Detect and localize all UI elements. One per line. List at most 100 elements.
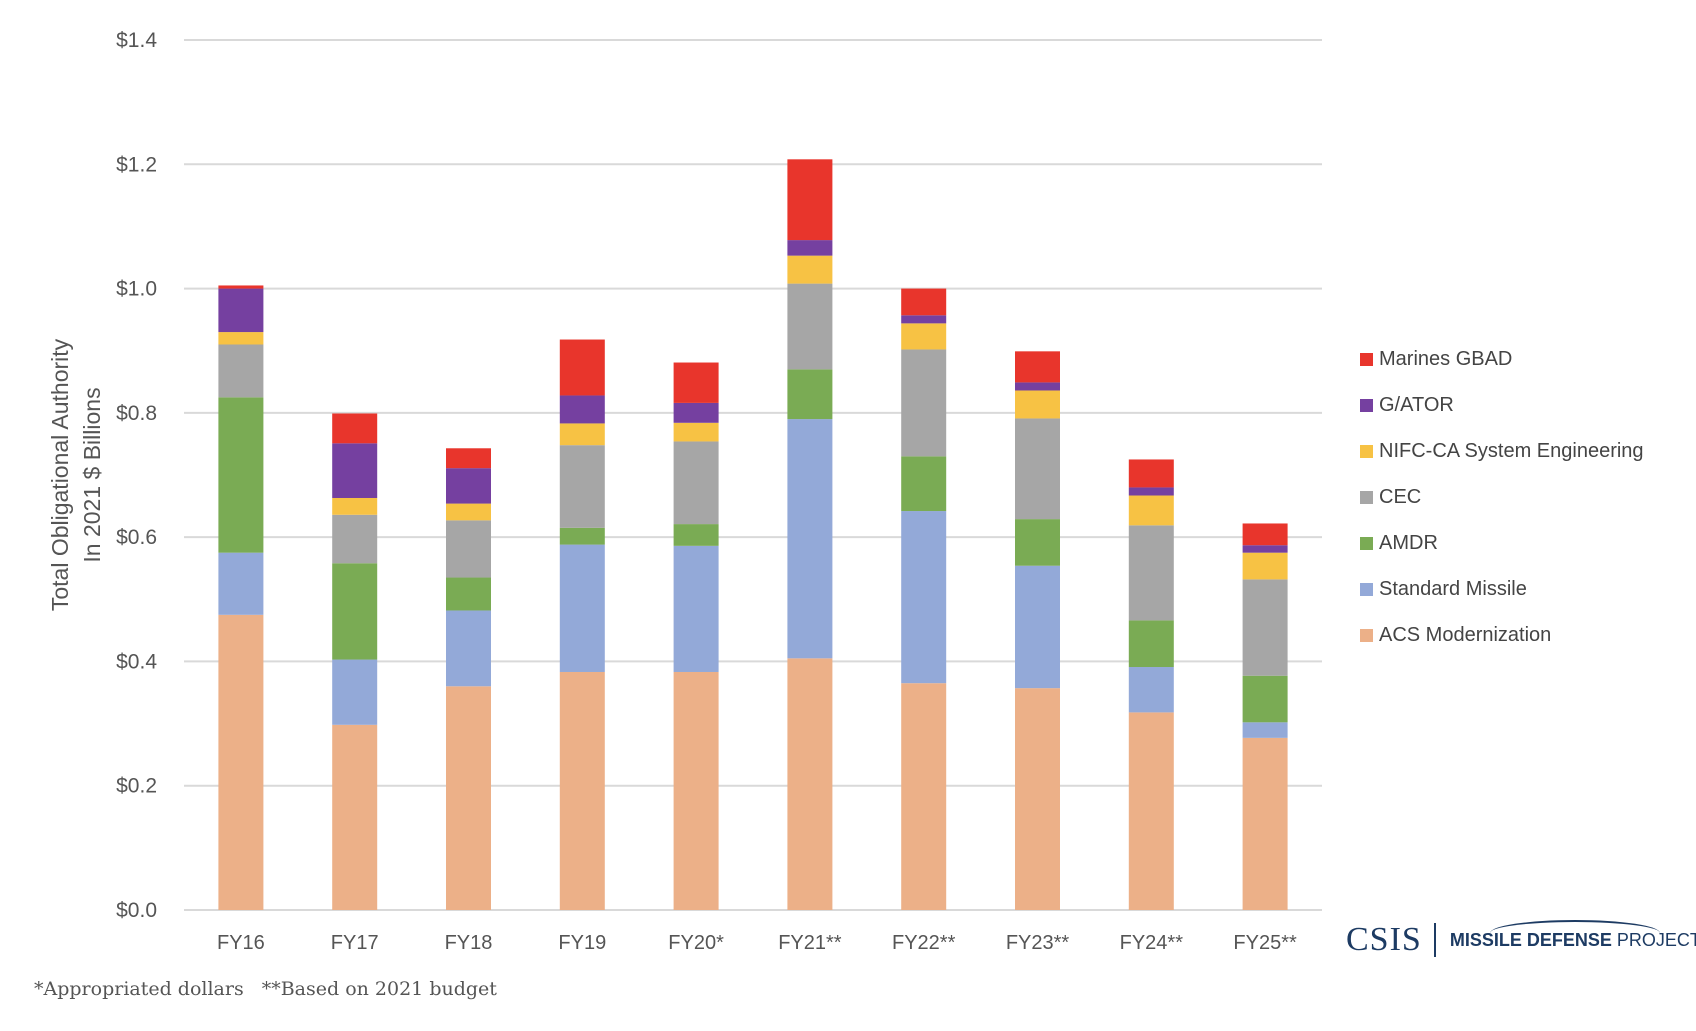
- bar-segment: [1015, 390, 1060, 419]
- legend-swatch: [1360, 536, 1373, 550]
- x-tick-label: FY22**: [892, 932, 956, 954]
- y-tick-label: $0.8: [116, 402, 157, 425]
- bar-segment: [1128, 487, 1174, 496]
- bar-segment: [446, 468, 491, 504]
- bar-stack: [1015, 351, 1060, 910]
- bar-segment: [787, 419, 833, 659]
- bar-segment: [332, 413, 378, 444]
- legend-swatch: [1360, 582, 1373, 596]
- bar-segment: [1015, 382, 1060, 391]
- bar-segment: [901, 315, 947, 324]
- bar-segment: [446, 520, 491, 578]
- bar-segment: [673, 545, 719, 672]
- bar-segment: [787, 240, 833, 256]
- x-axis-category-labels: FY16 FY17 FY18 FY19 FY20* FY21** FY22** FY23** F…: [217, 932, 1297, 954]
- bar-segment: [901, 323, 947, 350]
- bar-segment: [901, 288, 947, 316]
- x-tick-label: FY25**: [1233, 932, 1297, 954]
- legend-swatch: [1360, 352, 1373, 366]
- bar-stack: [901, 288, 947, 910]
- bar-segment: [218, 344, 264, 398]
- csis-wordmark: CSIS: [1346, 921, 1422, 958]
- bar-segment: [673, 402, 719, 423]
- bar-segment: [218, 614, 264, 910]
- bar-segment: [446, 686, 491, 910]
- bar-segment: [559, 423, 605, 446]
- bar-segment: [1015, 418, 1060, 520]
- bar-stack: [332, 413, 378, 910]
- legend-label: NIFC-CA System Engineering: [1379, 439, 1644, 462]
- bar-segment: [332, 659, 378, 725]
- bar-segment: [673, 524, 719, 546]
- legend-swatch: [1360, 398, 1373, 412]
- y-axis-title-line-2: In 2021 $ Billions: [79, 387, 105, 562]
- bar-segment: [787, 159, 833, 241]
- bar-segment: [787, 255, 833, 284]
- bar-segment: [218, 288, 264, 333]
- bar-segment: [559, 445, 605, 528]
- y-axis-title-line-1: Total Obligational Authority: [47, 338, 73, 611]
- x-tick-label: FY19: [558, 932, 606, 954]
- bar-segment: [1242, 579, 1288, 676]
- y-axis-tick-labels: $0.0 $0.2 $0.4 $0.6 $0.8 $1.0 $1.2 $1.4: [116, 29, 157, 922]
- y-tick-label: $0.2: [116, 775, 157, 798]
- bar-segment: [1242, 675, 1288, 723]
- legend-item: Standard Missile: [1360, 566, 1644, 612]
- bar-segment: [332, 724, 378, 910]
- csis-logo: CSIS MISSILE DEFENSE PROJECT: [1346, 918, 1696, 962]
- legend-item: ACS Modernization: [1360, 612, 1644, 658]
- bar-segment: [218, 552, 264, 615]
- x-tick-label: FY16: [217, 932, 265, 954]
- bar-segment: [332, 563, 378, 660]
- bar-segment: [901, 683, 947, 910]
- footnote-appropriated: *Appropriated dollars: [34, 978, 244, 1000]
- x-tick-label: FY18: [445, 932, 493, 954]
- bar-segment: [1128, 525, 1174, 621]
- x-tick-label: FY20*: [668, 932, 724, 954]
- bar-segment: [787, 658, 833, 910]
- legend-label: G/ATOR: [1379, 393, 1454, 416]
- legend-label: Standard Missile: [1379, 577, 1527, 600]
- bar-segment: [1015, 565, 1060, 689]
- bar-segment: [1128, 667, 1174, 713]
- bar-segment: [901, 511, 947, 684]
- missile-defense-project-wordmark: MISSILE DEFENSE PROJECT: [1450, 919, 1696, 951]
- bar-stack: [559, 339, 605, 910]
- bar-segment: [673, 362, 719, 403]
- bar-segment: [1242, 545, 1288, 553]
- bar-segment: [559, 395, 605, 424]
- y-tick-label: $0.6: [116, 526, 157, 549]
- legend-label: AMDR: [1379, 531, 1438, 554]
- bar-segment: [1128, 712, 1174, 910]
- bar-segment: [446, 448, 491, 469]
- x-tick-label: FY24**: [1120, 932, 1184, 954]
- bar-segment: [901, 456, 947, 512]
- legend-label: Marines GBAD: [1379, 347, 1513, 370]
- bar-segment: [1128, 620, 1174, 668]
- bar-segment: [559, 339, 605, 396]
- legend-item: G/ATOR: [1360, 382, 1644, 428]
- bar-segment: [1015, 519, 1060, 566]
- bar-stack: [787, 159, 833, 910]
- bar-stack: [1128, 459, 1174, 910]
- bar-stack: [218, 285, 264, 910]
- y-tick-label: $1.0: [116, 278, 157, 301]
- bar-segment: [1242, 737, 1288, 910]
- logo-arc-icon: [1489, 919, 1660, 946]
- x-tick-label: FY21**: [778, 932, 842, 954]
- bar-segment: [332, 514, 378, 564]
- bar-stack: [1242, 523, 1288, 910]
- footnote: *Appropriated dollars **Based on 2021 bud…: [34, 978, 497, 1000]
- bar-segment: [446, 610, 491, 687]
- bar-segment: [1128, 495, 1174, 526]
- y-tick-label: $0.4: [116, 650, 157, 673]
- bar-segment: [901, 349, 947, 457]
- bar-segment: [332, 443, 378, 498]
- bar-segment: [218, 397, 264, 553]
- bar-segment: [1128, 459, 1174, 488]
- logo-divider: [1433, 923, 1436, 957]
- bar-stack: [446, 448, 491, 910]
- bar-segment: [559, 527, 605, 545]
- y-tick-label: $1.4: [116, 29, 157, 52]
